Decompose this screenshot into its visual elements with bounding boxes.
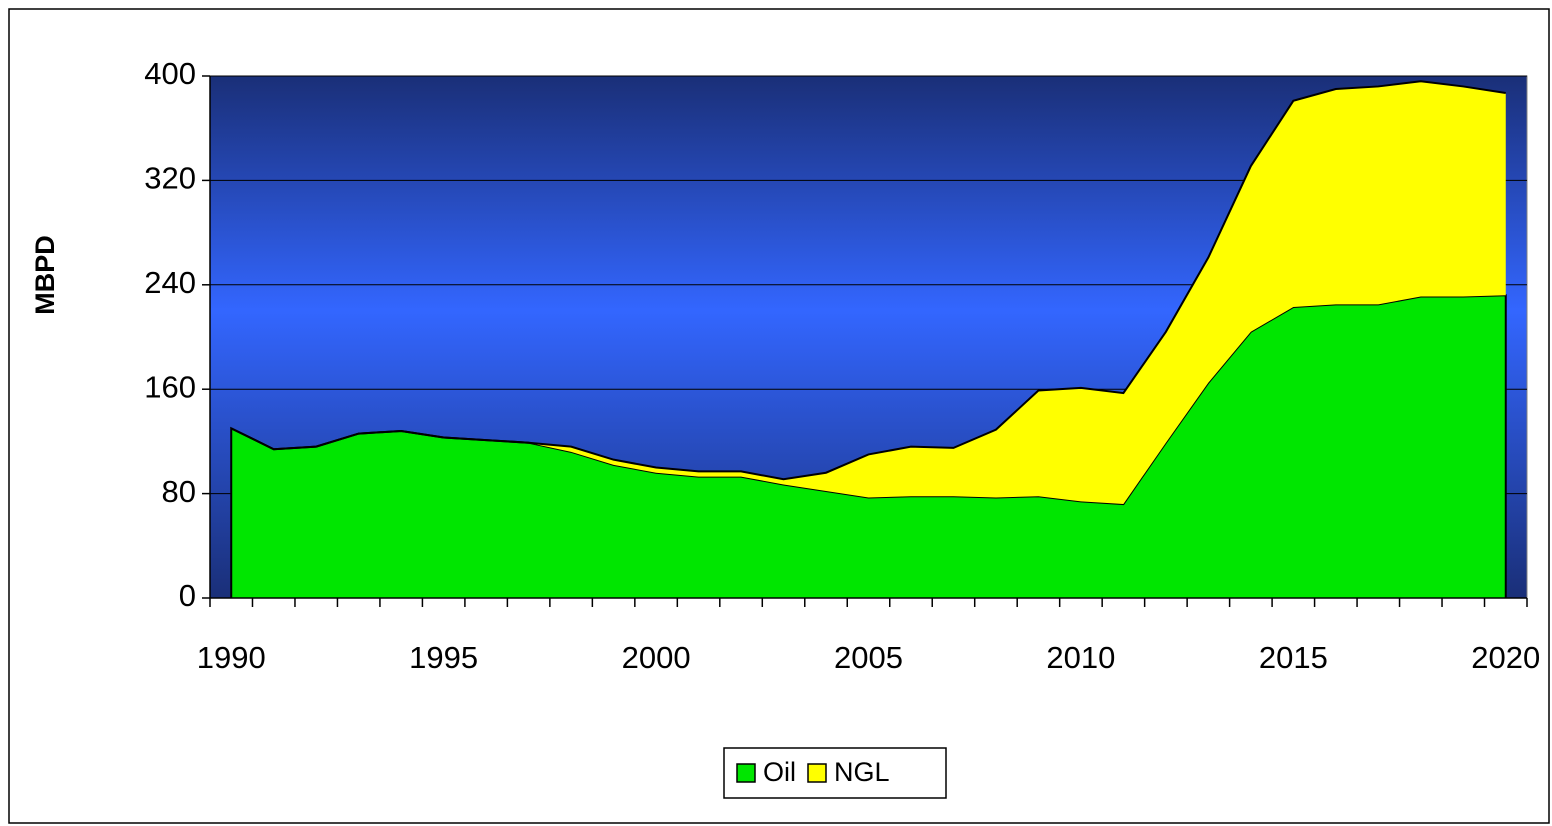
area bbox=[231, 81, 1506, 505]
legend bbox=[723, 747, 947, 799]
y-tick-label: 80 bbox=[162, 474, 196, 509]
area-outline bbox=[230, 80, 1506, 481]
x-tick-label: 2005 bbox=[834, 640, 903, 675]
x-tick-label: 2015 bbox=[1259, 640, 1328, 675]
x-tick-label: 2000 bbox=[622, 640, 691, 675]
y-tick-label: 160 bbox=[144, 369, 196, 404]
axes: 0 80 160 240 320 400 1990 1995 2000 2005 2010 2015 2… bbox=[144, 56, 1540, 675]
area bbox=[231, 295, 1506, 598]
x-tick-label: 1995 bbox=[409, 640, 478, 675]
legend-label: Oil bbox=[763, 757, 796, 787]
y-tick-label: 240 bbox=[144, 265, 196, 300]
x-tick-label: 2010 bbox=[1046, 640, 1115, 675]
y-axis-label: MBPD bbox=[30, 235, 60, 315]
y-tick-label: 0 bbox=[179, 578, 196, 613]
areas bbox=[230, 80, 1507, 598]
legend-swatch bbox=[736, 763, 756, 783]
legend-items: Oil NGL bbox=[736, 757, 890, 787]
x-tick-label: 1990 bbox=[197, 640, 266, 675]
y-tick-label: 400 bbox=[144, 56, 196, 91]
legend-swatch bbox=[807, 763, 827, 783]
y-tick-label: 320 bbox=[144, 161, 196, 196]
legend-label: NGL bbox=[834, 757, 890, 787]
x-tick-label: 2020 bbox=[1471, 640, 1540, 675]
